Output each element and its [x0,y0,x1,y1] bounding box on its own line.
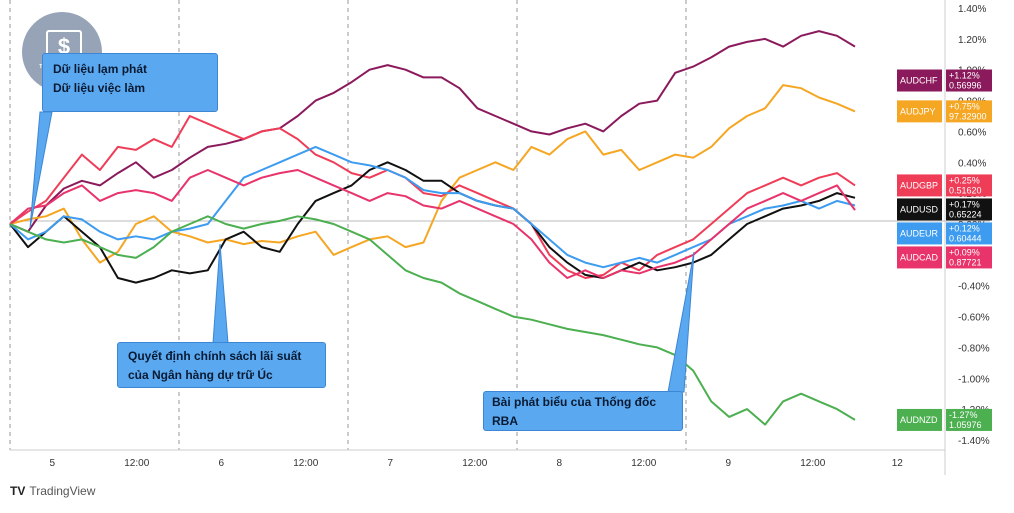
annotation-inflation-jobs: Dữ liệu lạm phát Dữ liệu việc làm [42,53,218,112]
badge-name: AUDCAD [900,252,939,262]
badge-name-box [897,222,942,245]
series-lines [9,30,856,426]
badge-name: AUDUSD [900,204,939,214]
badge-price: 97.32900 [949,111,987,121]
x-tick-label: 12:00 [462,458,487,469]
series-line-audjpy [9,84,856,264]
x-tick-label: 9 [725,458,731,469]
badge-change: +0.17% [949,199,980,209]
callout-pointer-1 [29,111,53,229]
badge-value-box [946,100,992,123]
badge-price: 0.51620 [949,185,982,195]
y-tick-label: -0.60% [958,313,990,324]
badge-change: -1.27% [949,410,978,420]
x-axis-ticks: 5 12:00 6 12:00 7 12:00 8 12:00 9 12:00 12 [49,458,903,469]
x-tick-label: 12:00 [293,458,318,469]
y-tick-label: -0.40% [958,282,990,293]
badge-name: AUDCHF [900,76,938,86]
badge-value-box [946,408,992,431]
annotation-line: Bài phát biểu của Thống đốc [492,395,657,409]
y-tick-label: -1.00% [958,374,990,385]
badge-name-box [897,174,942,197]
annotation-rba-governor-speech: Bài phát biểu của Thống đốc RBA [483,391,683,431]
badge-name-box [897,100,942,123]
badge-audjpy: AUDJPY +0.75%97.32900 [897,100,992,123]
annotation-line: Dữ liệu lạm phát [53,62,148,76]
series-line-audcad [9,169,856,279]
badge-audeur: AUDEUR +0.12%0.60444 [897,222,992,245]
tradingview-label: TradingView [29,484,96,498]
badge-price: 0.60444 [949,233,982,243]
badge-name: AUDGBP [900,180,938,190]
badge-value-box [946,246,992,269]
badge-value-box [946,222,992,245]
badge-name-box [897,408,942,431]
callout-pointers [29,111,695,393]
badge-value-box [946,69,992,92]
x-tick-label: 12 [892,458,904,469]
x-tick-label: 12:00 [631,458,656,469]
y-tick-label: -0.80% [958,343,990,354]
annotation-line: Quyết định chính sách lãi suất [128,349,302,363]
badge-price: 0.87721 [949,257,982,267]
tradingview-icon: TV [10,484,26,498]
badge-change: +0.09% [949,247,980,257]
annotation-line: Dữ liệu việc làm [53,81,146,95]
badge-audgbp: AUDGBP +0.25%0.51620 [897,174,992,197]
badge-value-box [946,198,992,221]
x-tick-label: 7 [387,458,393,469]
x-tick-label: 12:00 [800,458,825,469]
annotation-line: RBA [492,414,518,428]
x-tick-label: 6 [218,458,224,469]
y-tick-label: 0.40% [958,158,986,169]
badge-name: AUDJPY [900,106,936,116]
badge-audusd: AUDUSD +0.17%0.65224 [897,198,992,221]
badge-name: AUDEUR [900,228,939,238]
x-tick-label: 8 [556,458,562,469]
badge-name-box [897,246,942,269]
badge-value-box [946,174,992,197]
callout-pointer-3 [667,251,695,393]
y-tick-label: 0.60% [958,127,986,138]
x-tick-label: 5 [49,458,55,469]
series-line-audusd [9,161,856,284]
tradingview-logo: TV TradingView [10,484,95,498]
badge-change: +0.25% [949,175,980,185]
badge-price: 0.65224 [949,209,982,219]
badge-name-box [897,198,942,221]
series-line-audgbp [9,115,856,279]
badge-audnzd: AUDNZD -1.27%1.05976 [897,408,992,431]
y-tick-label: 1.20% [958,35,986,46]
badge-change: +1.12% [949,71,980,81]
annotation-rba-rate-decision: Quyết định chính sách lãi suất của Ngân … [117,342,326,388]
badge-name-box [897,69,942,92]
badge-price: 1.05976 [949,420,982,430]
badge-audcad: AUDCAD +0.09%0.87721 [897,246,992,269]
series-line-audchf [9,30,856,233]
badge-audchf: AUDCHF +1.12%0.56996 [897,69,992,92]
y-tick-label: -1.40% [958,436,990,447]
badge-price: 0.56996 [949,81,982,91]
badge-change: +0.12% [949,223,980,233]
y-tick-label: 1.40% [958,4,986,15]
x-tick-label: 12:00 [124,458,149,469]
badge-change: +0.75% [949,101,980,111]
badge-name: AUDNZD [900,415,938,425]
series-line-audnzd [9,215,856,426]
annotation-line: của Ngân hàng dự trữ Úc [128,368,273,382]
